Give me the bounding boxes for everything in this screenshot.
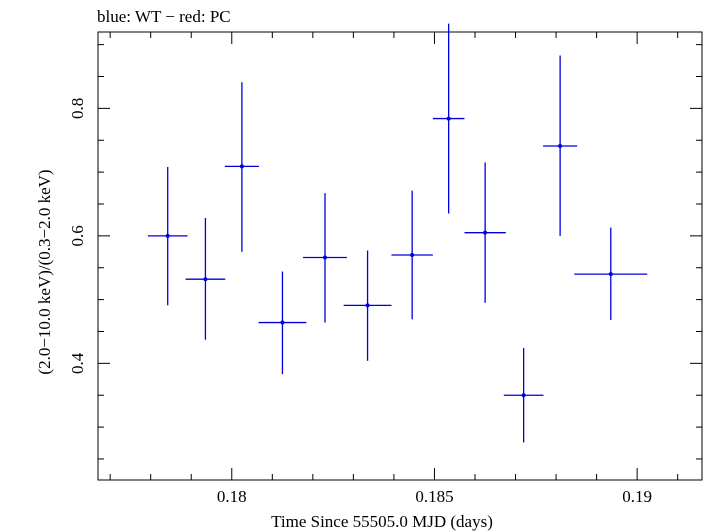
y-tick-label: 0.4 [68, 352, 87, 374]
y-axis: 0.4 0.6 0.8 [68, 45, 702, 459]
point-marker [558, 144, 562, 148]
point-marker [483, 231, 487, 235]
data-point [574, 228, 647, 320]
data-point [504, 348, 544, 442]
data-point [433, 24, 465, 214]
y-axis-label: (2.0−10.0 keV)/(0.3−2.0 keV) [35, 169, 54, 374]
point-marker [323, 256, 327, 260]
x-axis: 0.18 0.185 0.19 [110, 32, 678, 506]
y-tick-label: 0.8 [68, 98, 87, 119]
data-point [391, 191, 432, 320]
point-marker [522, 393, 526, 397]
point-marker [410, 253, 414, 257]
x-tick-label: 0.185 [415, 487, 453, 506]
point-marker [609, 272, 613, 276]
y-tick-label: 0.6 [68, 225, 87, 246]
data-point [543, 55, 577, 235]
point-marker [203, 277, 207, 281]
data-point [148, 167, 188, 305]
data-point [464, 163, 505, 303]
data-point [303, 193, 347, 322]
data-point [344, 251, 392, 361]
data-point [259, 272, 307, 375]
point-marker [240, 164, 244, 168]
x-tick-label: 0.19 [622, 487, 652, 506]
point-marker [166, 234, 170, 238]
x-tick-label: 0.18 [217, 487, 247, 506]
point-marker [447, 117, 451, 121]
x-axis-label: Time Since 55505.0 MJD (days) [271, 512, 493, 531]
data-point [225, 82, 259, 252]
data-points [148, 24, 647, 443]
point-marker [280, 321, 284, 325]
chart-title: blue: WT − red: PC [97, 7, 231, 26]
point-marker [366, 303, 370, 307]
data-point [186, 218, 226, 340]
